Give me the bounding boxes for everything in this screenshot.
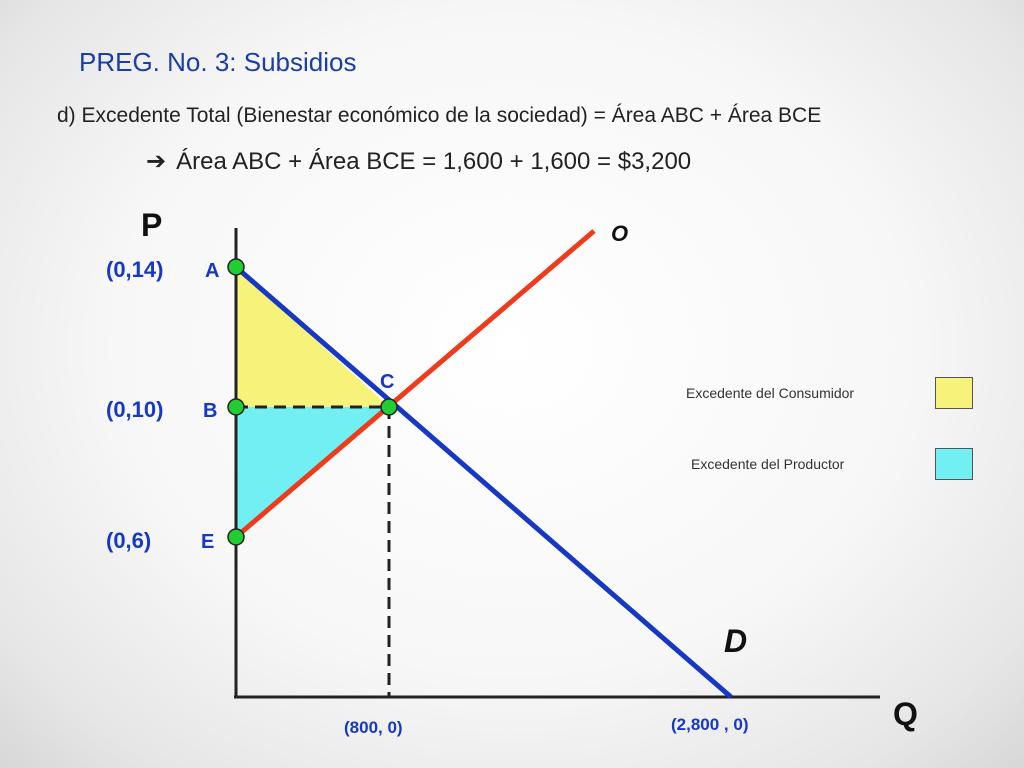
arrow-right-icon: ➔	[146, 148, 167, 175]
point-a-label: A	[205, 260, 219, 282]
total-surplus-calculation: ➔ Área ABC + Área BCE = 1,600 + 1,600 = $…	[146, 147, 691, 176]
point-e-coord: (0,6)	[106, 528, 151, 553]
demand-curve-label: D	[724, 623, 747, 659]
total-surplus-formula: Área ABC + Área BCE = 1,600 + 1,600 = $3…	[176, 148, 692, 175]
legend-producer-surplus-label: Excedente del Productor	[691, 456, 845, 472]
legend-producer-surplus-swatch	[935, 448, 973, 480]
point-b-label: B	[203, 400, 217, 422]
x-axis-label: Q	[893, 696, 918, 732]
point-e-label: E	[201, 531, 214, 553]
y-axis-label: P	[141, 207, 162, 243]
total-surplus-definition: d) Excedente Total (Bienestar económico …	[57, 104, 822, 127]
supply-curve-label: O	[611, 221, 628, 246]
demand-curve	[234, 265, 733, 699]
point-a-coord: (0,14)	[106, 257, 163, 282]
point-a-marker	[227, 258, 245, 276]
point-c-label: C	[380, 371, 394, 393]
slide-title: PREG. No. 3: Subsidios	[79, 47, 357, 77]
x-mark-2800: (2,800 , 0)	[671, 715, 749, 734]
point-c-marker	[380, 398, 398, 416]
point-b-coord: (0,10)	[106, 397, 163, 422]
point-b-marker	[227, 398, 245, 416]
legend-consumer-surplus-label: Excedente del Consumidor	[686, 385, 855, 401]
x-mark-800: (800, 0)	[344, 718, 403, 737]
legend-consumer-surplus-swatch	[935, 377, 973, 409]
supply-curve	[234, 229, 596, 539]
point-e-marker	[227, 528, 245, 546]
